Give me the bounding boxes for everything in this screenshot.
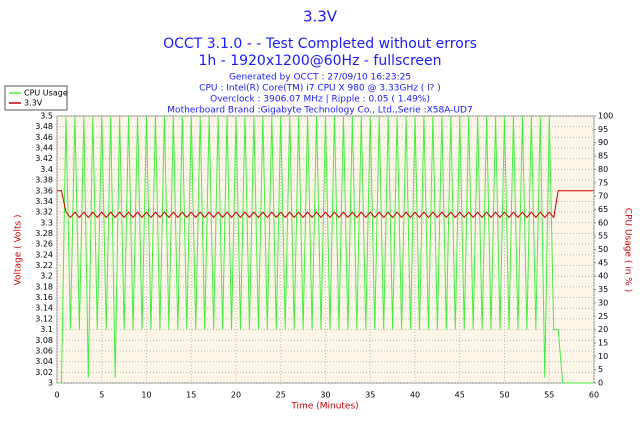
y-tick-label: 3.46 [35,133,53,142]
y2-tick-label: 95 [598,125,608,134]
y2-tick-label: 35 [598,285,608,294]
x-tick-label: 20 [231,391,241,400]
y-tick-label: 3.16 [35,293,53,302]
x-tick-label: 50 [499,391,509,400]
y-tick-label: 3.48 [35,122,53,131]
legend-label: CPU Usage [24,89,68,98]
y-tick-label: 3.24 [35,250,53,259]
note: Generated by OCCT : 27/09/10 16:23:25 [229,73,411,83]
y-axis-label: Voltage ( Volts ) [14,214,24,285]
y2-tick-label: 0 [598,379,603,388]
x-tick-label: 25 [276,391,286,400]
y-tick-label: 3.4 [40,165,53,174]
chart-title: 3.3V [303,8,338,26]
y-tick-label: 3.1 [40,325,53,334]
y-tick-label: 3.44 [35,144,53,153]
y-tick-label: 3.18 [35,282,53,291]
y-tick-label: 3.32 [35,208,53,217]
y2-tick-label: 70 [598,192,608,201]
y2-tick-label: 20 [598,325,608,334]
y-tick-label: 3.12 [35,314,53,323]
x-tick-label: 15 [186,391,196,400]
y2-tick-label: 85 [598,152,608,161]
series-line [57,115,594,384]
y-tick-label: 3.36 [35,186,53,195]
y2-tick-label: 45 [598,258,608,267]
x-tick-label: 0 [54,391,59,400]
y-tick-label: 3.26 [35,240,53,249]
y2-tick-label: 90 [598,138,608,147]
note: CPU : Intel(R) Core(TM) i7 CPU X 980 @ 3… [199,84,441,94]
note: Motherboard Brand :Gigabyte Technology C… [167,106,472,116]
y2-tick-label: 5 [598,365,603,374]
y-tick-label: 3.04 [35,357,53,366]
x-tick-label: 60 [589,391,599,400]
y-tick-label: 3.08 [35,336,53,345]
legend-label: 3.3V [24,99,43,108]
y-tick-label: 3.3 [40,218,53,227]
x-axis-label: Time (Minutes) [290,402,358,412]
subtitle: 1h - 1920x1200@60Hz - fullscreen [198,53,441,69]
legend [4,85,68,111]
y-tick-label: 3.5 [40,112,53,121]
y-tick-label: 3.06 [35,346,53,355]
y-tick-label: 3.28 [35,229,53,238]
y-tick-label: 3.42 [35,154,53,163]
note: Overclock : 3906.07 MHz | Ripple : 0.05 … [210,95,430,105]
x-tick-label: 35 [365,391,375,400]
y-tick-label: 3 [48,379,53,388]
x-tick-label: 40 [410,391,420,400]
y2-tick-label: 25 [598,312,608,321]
y2-tick-label: 50 [598,245,608,254]
y2-tick-label: 40 [598,272,608,281]
y2-tick-label: 60 [598,218,608,227]
y2-tick-label: 75 [598,178,608,187]
subtitle: OCCT 3.1.0 - - Test Completed without er… [163,36,477,52]
series-line [57,190,594,219]
x-tick-label: 5 [99,391,104,400]
y2-tick-label: 55 [598,232,608,241]
y2-tick-label: 65 [598,205,608,214]
x-tick-label: 30 [320,391,330,400]
y-tick-label: 3.22 [35,261,53,270]
y-tick-label: 3.14 [35,304,53,313]
x-tick-label: 45 [455,391,465,400]
y2-tick-label: 80 [598,165,608,174]
y2-tick-label: 15 [598,338,608,347]
y2-tick-label: 10 [598,352,608,361]
y2-tick-label: 100 [598,112,613,121]
y-tick-label: 3.34 [35,197,53,206]
y-tick-label: 3.02 [35,368,53,377]
x-tick-label: 55 [544,391,554,400]
y-tick-label: 3.2 [40,272,53,281]
y2-axis-label: CPU Usage ( in % ) [623,208,633,292]
y-tick-label: 3.38 [35,176,53,185]
plot-area [56,115,595,384]
x-tick-label: 10 [141,391,151,400]
y2-tick-label: 30 [598,298,608,307]
